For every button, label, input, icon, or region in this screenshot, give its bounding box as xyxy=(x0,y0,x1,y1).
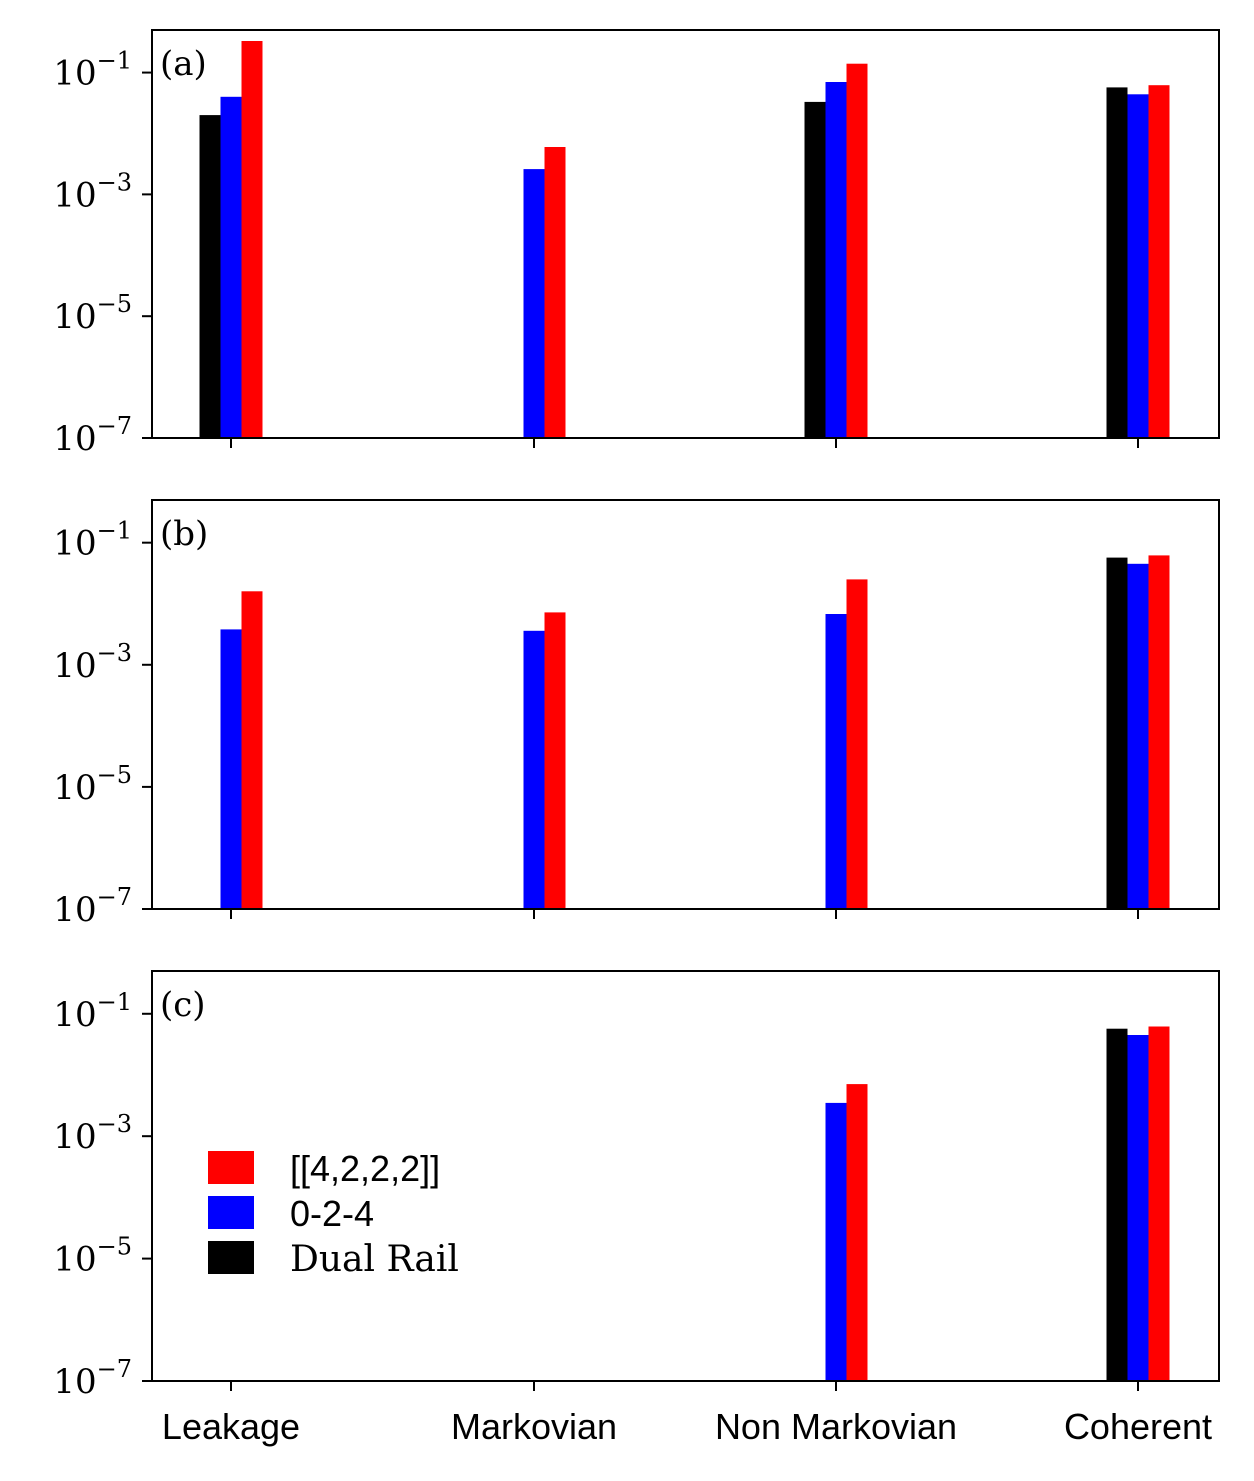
y-tick-label: 10−7 xyxy=(53,1355,132,1402)
bar-4-2-2-2-non-markovian xyxy=(846,63,868,438)
bar-dual-rail-leakage xyxy=(199,115,221,438)
panel-c: 10−1 10−3 10−5 10−7 (c) xyxy=(53,970,1220,1402)
bar-4-2-2-2-coherent xyxy=(1148,85,1170,438)
bar-0-2-4-markovian xyxy=(523,630,545,909)
y-tick-label: 10−1 xyxy=(53,517,132,564)
legend-swatch xyxy=(208,1196,254,1229)
y-tick-label: 10−7 xyxy=(53,883,132,930)
y-tick-label: 10−5 xyxy=(53,290,132,337)
legend-label: 0-2-4 xyxy=(290,1193,374,1234)
x-tick-label: Coherent xyxy=(1064,1406,1212,1447)
bar-0-2-4-leakage xyxy=(220,96,242,439)
bar-4-2-2-2-non-markovian xyxy=(846,579,868,909)
bar-dual-rail-coherent xyxy=(1106,1028,1128,1381)
axes-frame xyxy=(151,970,1220,1382)
bar-dual-rail-non-markovian xyxy=(804,101,826,439)
axes-frame xyxy=(151,499,1220,910)
x-tick-label: Markovian xyxy=(451,1406,617,1447)
bar-dual-rail-coherent xyxy=(1106,87,1128,439)
y-tick-label: 10−1 xyxy=(53,47,132,94)
y-tick-label: 10−5 xyxy=(53,761,132,808)
y-tick-label: 10−3 xyxy=(53,168,132,215)
y-tick-label: 10−7 xyxy=(53,412,132,459)
bar-4-2-2-2-coherent xyxy=(1148,555,1170,909)
panel-label: (b) xyxy=(160,514,208,554)
bar-4-2-2-2-leakage xyxy=(241,591,263,909)
legend-label: [[4,2,2,2]] xyxy=(290,1148,440,1189)
y-tick-label: 10−3 xyxy=(53,1110,132,1157)
y-tick-label: 10−5 xyxy=(53,1233,132,1280)
legend-swatch xyxy=(208,1151,254,1184)
axes-frame xyxy=(151,29,1220,439)
bar-0-2-4-coherent xyxy=(1127,563,1149,909)
bar-0-2-4-coherent xyxy=(1127,1035,1149,1381)
x-tick-label: Leakage xyxy=(162,1406,300,1447)
legend: [[4,2,2,2]]0-2-4 Dual Rail xyxy=(208,1148,459,1280)
bar-4-2-2-2-leakage xyxy=(241,41,263,438)
x-tick-label: Non Markovian xyxy=(715,1406,957,1447)
panel-label: (a) xyxy=(160,44,207,84)
bar-0-2-4-markovian xyxy=(523,169,545,438)
bar-0-2-4-non-markovian xyxy=(825,614,847,909)
panel-b: 10−1 10−3 10−5 10−7 (b) xyxy=(53,499,1220,930)
panel-label: (c) xyxy=(160,985,206,1025)
bar-0-2-4-non-markovian xyxy=(825,82,847,438)
y-tick-label: 10−3 xyxy=(53,639,132,686)
legend-swatch xyxy=(208,1241,254,1274)
bar-4-2-2-2-non-markovian xyxy=(846,1084,868,1381)
y-tick-label: 10−1 xyxy=(53,988,132,1035)
legend-label: Dual Rail xyxy=(290,1239,459,1280)
bar-4-2-2-2-markovian xyxy=(544,147,566,438)
bar-0-2-4-non-markovian xyxy=(825,1102,847,1381)
bar-0-2-4-leakage xyxy=(220,629,242,909)
bar-4-2-2-2-markovian xyxy=(544,612,566,909)
panel-a: 10−1 10−3 10−5 10−7 (a) xyxy=(53,29,1220,459)
bar-dual-rail-coherent xyxy=(1106,557,1128,909)
bar-4-2-2-2-coherent xyxy=(1148,1026,1170,1381)
bar-0-2-4-coherent xyxy=(1127,94,1149,439)
